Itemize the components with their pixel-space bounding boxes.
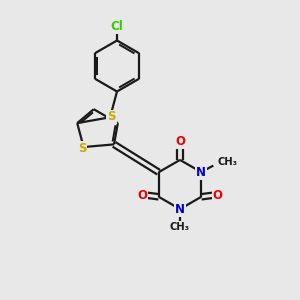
Text: O: O bbox=[137, 189, 147, 202]
Text: N: N bbox=[175, 202, 185, 216]
Text: Cl: Cl bbox=[111, 20, 123, 34]
Text: S: S bbox=[78, 142, 86, 155]
Text: CH₃: CH₃ bbox=[218, 157, 238, 167]
Text: S: S bbox=[107, 110, 116, 124]
Text: CH₃: CH₃ bbox=[170, 221, 190, 232]
Text: O: O bbox=[213, 189, 223, 202]
Text: O: O bbox=[175, 135, 185, 148]
Text: N: N bbox=[196, 166, 206, 179]
